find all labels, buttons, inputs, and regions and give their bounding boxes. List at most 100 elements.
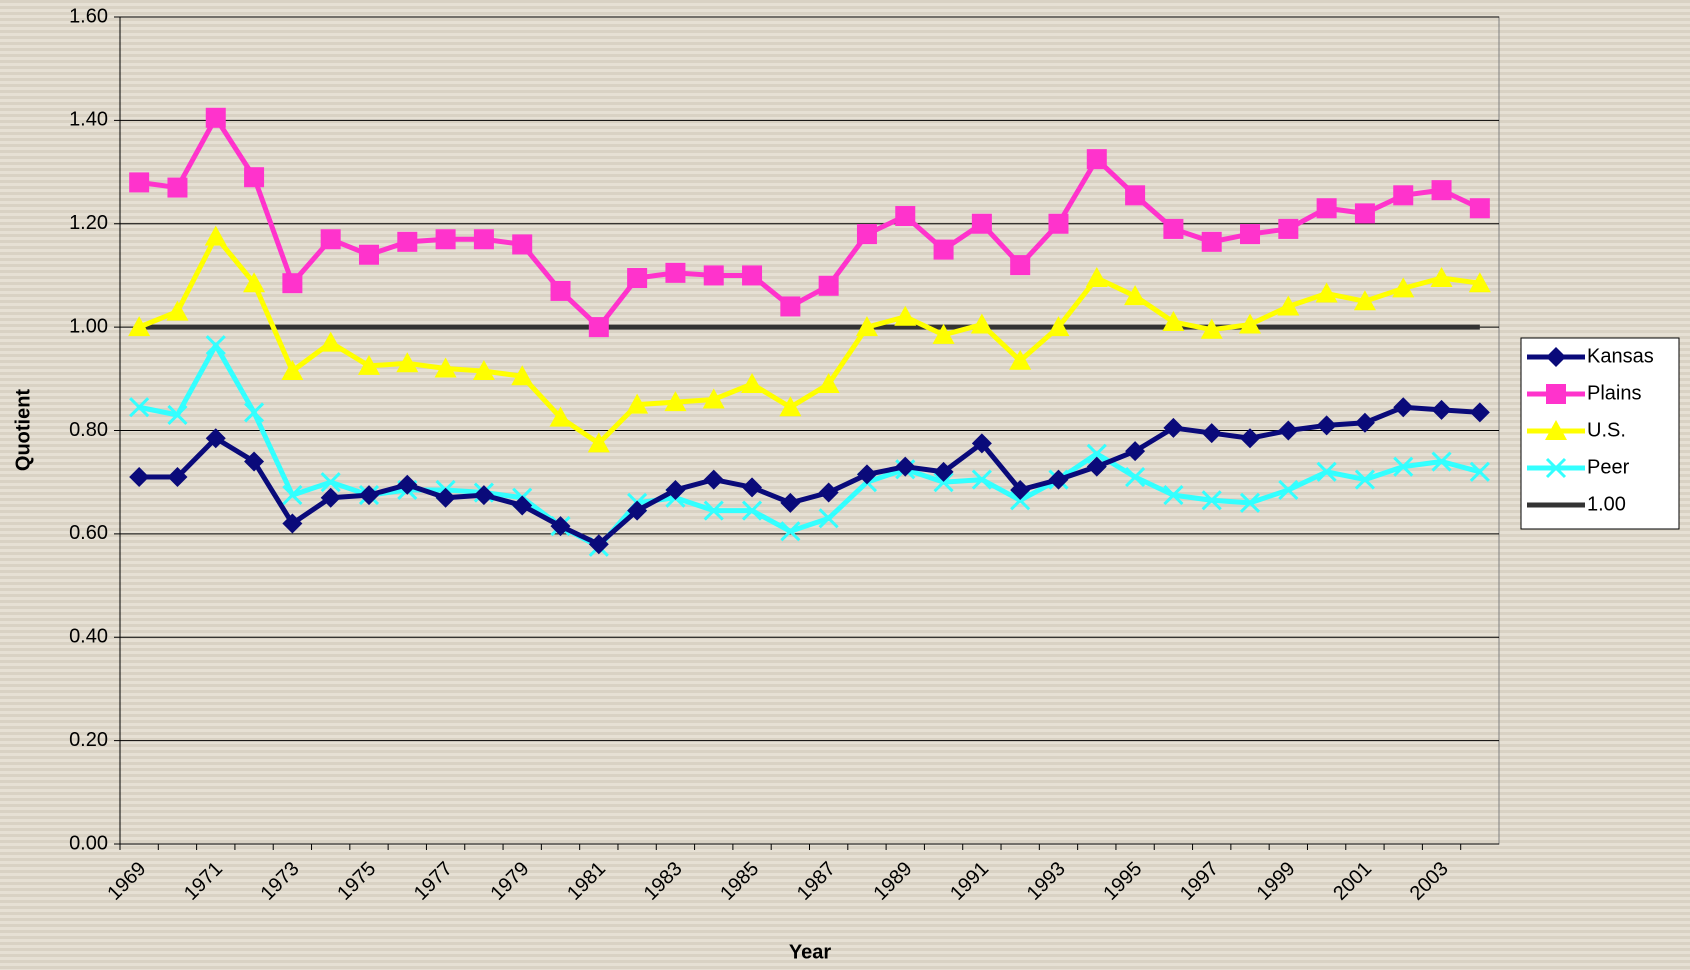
marker: [779, 396, 802, 417]
marker: [1430, 267, 1453, 288]
marker: [1239, 492, 1261, 513]
y-axis-title: Quotient: [12, 389, 34, 472]
marker: [1163, 417, 1184, 438]
marker: [1240, 224, 1261, 245]
marker: [818, 275, 839, 296]
series-line: [138, 342, 1481, 550]
marker: [511, 365, 534, 386]
y-tick-label: 0.20: [69, 729, 108, 751]
marker: [167, 177, 188, 198]
marker: [1393, 397, 1414, 418]
x-tick-label: 1989: [870, 858, 917, 905]
x-tick-label: 2003: [1406, 858, 1453, 905]
marker: [397, 474, 418, 495]
marker: [205, 335, 226, 356]
marker: [1010, 490, 1031, 511]
marker: [1125, 466, 1146, 488]
marker: [895, 456, 916, 477]
legend-label: U.S.: [1587, 419, 1626, 441]
marker: [855, 316, 878, 337]
y-tick-label: 1.20: [69, 212, 108, 234]
marker: [1277, 295, 1300, 316]
marker: [587, 432, 610, 453]
marker: [129, 172, 150, 193]
marker: [129, 397, 150, 418]
marker: [970, 313, 993, 334]
marker: [243, 272, 266, 293]
marker: [1469, 402, 1490, 423]
series: [129, 335, 1490, 557]
marker: [971, 469, 992, 490]
marker: [320, 487, 341, 508]
marker: [1431, 180, 1452, 201]
marker: [1125, 441, 1146, 462]
y-tick-label: 0.40: [69, 626, 108, 648]
marker: [856, 464, 877, 485]
y-tick-label: 0.80: [69, 419, 108, 441]
marker: [626, 393, 649, 414]
marker: [205, 107, 226, 128]
x-tick-label: 1969: [103, 858, 150, 905]
marker: [1392, 277, 1415, 298]
marker: [1086, 149, 1107, 170]
marker: [1085, 267, 1108, 288]
legend-marker: [1546, 347, 1566, 367]
marker: [166, 300, 189, 321]
marker: [473, 485, 494, 506]
x-tick-label: 1977: [410, 858, 457, 905]
x-axis-title: Year: [789, 941, 831, 963]
marker: [1354, 469, 1375, 490]
marker: [1048, 213, 1069, 234]
marker: [664, 391, 687, 412]
marker: [435, 487, 456, 508]
marker: [205, 428, 226, 449]
y-tick-label: 0.60: [69, 522, 108, 544]
marker: [549, 406, 572, 427]
marker: [1353, 290, 1376, 311]
series: [129, 107, 1490, 338]
legend-label: Kansas: [1587, 345, 1654, 367]
marker: [1163, 485, 1184, 506]
legend-marker: [1546, 384, 1566, 404]
marker: [1316, 198, 1337, 219]
marker: [1278, 479, 1299, 501]
x-tick-label: 1995: [1099, 858, 1146, 905]
x-tick-label: 1983: [640, 858, 687, 905]
y-tick-label: 1.60: [69, 5, 108, 27]
marker: [702, 388, 725, 409]
legend-label: Plains: [1587, 382, 1641, 404]
marker: [1239, 313, 1262, 334]
marker: [282, 485, 303, 506]
x-tick-label: 1981: [563, 858, 610, 905]
marker: [358, 485, 379, 506]
marker: [627, 268, 648, 289]
marker: [856, 224, 877, 245]
marker: [319, 331, 342, 352]
marker: [1048, 469, 1069, 490]
marker: [1086, 456, 1107, 477]
marker: [1163, 218, 1184, 239]
marker: [1278, 218, 1299, 239]
legend-marker: [1545, 420, 1567, 440]
x-tick-label: 1973: [257, 858, 304, 905]
x-tick-label: 1985: [716, 858, 763, 905]
marker: [1469, 461, 1490, 482]
marker: [244, 167, 265, 188]
marker: [1354, 412, 1375, 433]
marker: [397, 231, 418, 252]
marker: [358, 244, 379, 265]
marker: [1315, 282, 1338, 303]
marker: [933, 472, 954, 493]
marker: [1240, 428, 1261, 449]
marker: [588, 534, 609, 555]
marker: [320, 229, 341, 250]
marker: [780, 296, 801, 317]
marker: [817, 372, 840, 393]
marker: [435, 229, 456, 250]
marker: [434, 357, 457, 378]
marker: [1278, 420, 1299, 441]
series-line: [138, 234, 1481, 446]
marker: [1393, 456, 1414, 477]
marker: [933, 239, 954, 260]
